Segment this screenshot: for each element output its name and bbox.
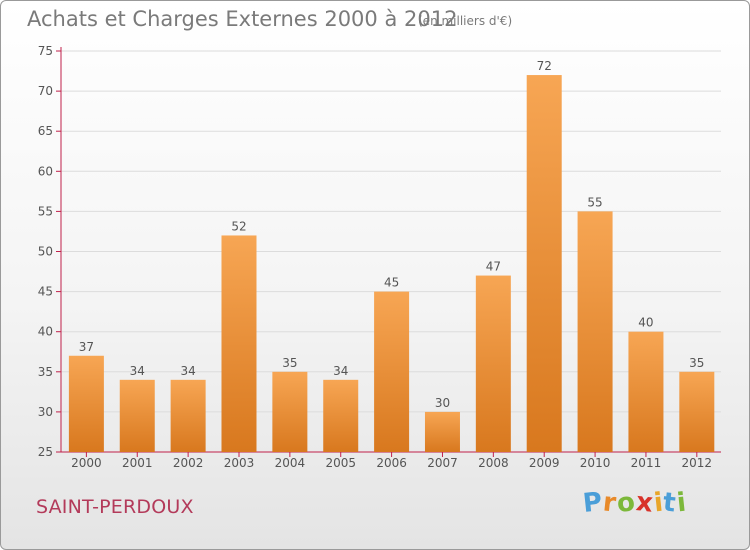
data-label: 37	[79, 340, 94, 354]
x-tick-label: 2001	[122, 456, 153, 470]
x-tick-label: 2004	[275, 456, 306, 470]
bar	[170, 379, 206, 452]
data-label: 35	[689, 356, 704, 370]
bar	[272, 371, 308, 452]
data-label: 45	[384, 276, 399, 290]
y-tick-label: 60	[38, 164, 53, 178]
bar	[323, 379, 359, 452]
chart-title: Achats et Charges Externes 2000 à 2012	[27, 7, 458, 31]
bar	[577, 211, 613, 452]
place-name: SAINT-PERDOUX	[36, 496, 194, 518]
bar	[221, 235, 257, 452]
data-label: 40	[638, 316, 653, 330]
proxiti-logo: Proxiti	[581, 487, 689, 519]
x-tick-label: 2006	[376, 456, 407, 470]
x-tick-label: 2010	[580, 456, 611, 470]
data-label: 34	[180, 364, 195, 378]
bar	[679, 371, 715, 452]
data-label: 55	[587, 195, 602, 209]
x-tick-label: 2007	[427, 456, 458, 470]
x-tick-label: 2005	[325, 456, 356, 470]
data-label: 35	[282, 356, 297, 370]
bar	[424, 411, 460, 452]
y-tick-label: 65	[38, 124, 53, 138]
x-tick-label: 2002	[173, 456, 204, 470]
y-tick-label: 40	[38, 325, 53, 339]
data-label: 72	[537, 59, 552, 73]
data-label: 34	[130, 364, 145, 378]
bar	[119, 379, 155, 452]
bar	[628, 331, 664, 452]
bar	[526, 75, 562, 452]
bar	[475, 275, 511, 452]
data-label: 30	[435, 396, 450, 410]
x-tick-label: 2012	[682, 456, 713, 470]
x-tick-label: 2003	[224, 456, 255, 470]
y-tick-label: 50	[38, 245, 53, 259]
x-tick-label: 2000	[71, 456, 102, 470]
y-tick-label: 25	[38, 445, 53, 459]
bar	[374, 291, 410, 452]
x-tick-label: 2009	[529, 456, 560, 470]
y-tick-label: 45	[38, 285, 53, 299]
chart-subtitle: (en milliers d'€)	[418, 14, 513, 28]
y-tick-label: 30	[38, 405, 53, 419]
bar	[68, 355, 104, 452]
logo-letter: i	[675, 487, 689, 519]
y-tick-label: 35	[38, 365, 53, 379]
x-tick-label: 2008	[478, 456, 509, 470]
y-tick-label: 55	[38, 204, 53, 218]
x-tick-label: 2011	[631, 456, 662, 470]
y-tick-label: 75	[38, 44, 53, 58]
data-label: 52	[231, 219, 246, 233]
y-tick-label: 70	[38, 84, 53, 98]
data-label: 47	[486, 260, 501, 274]
data-label: 34	[333, 364, 348, 378]
